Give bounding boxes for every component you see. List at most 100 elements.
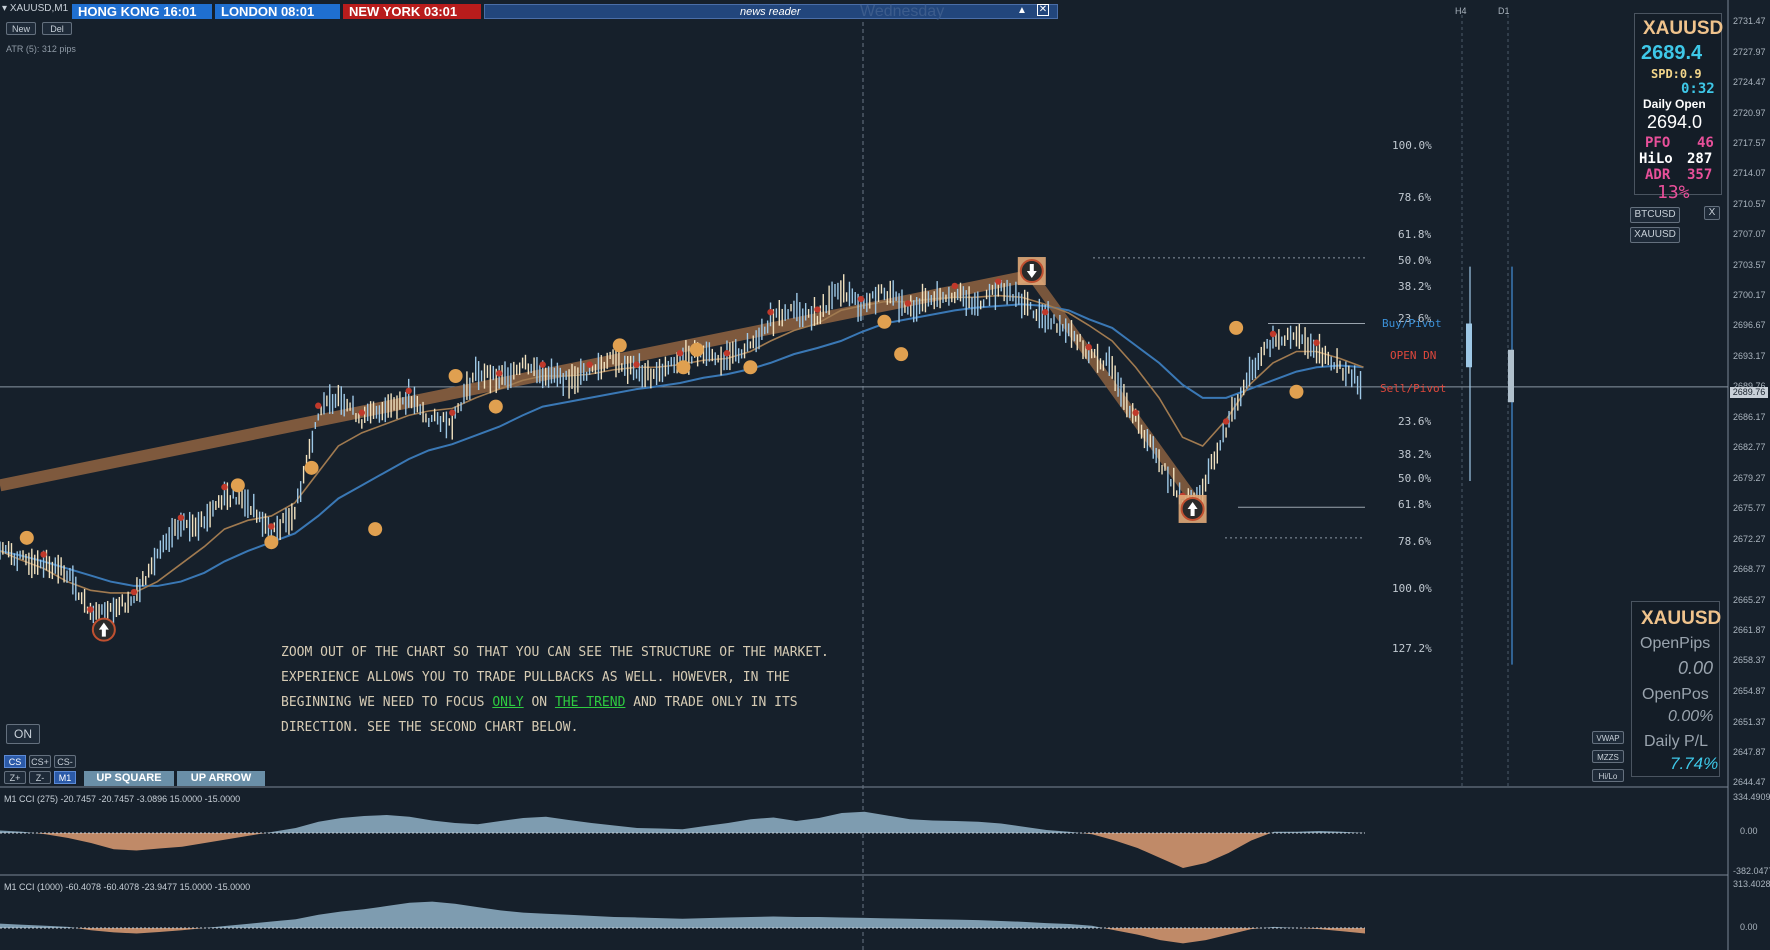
- swing-high-marker: [19, 530, 34, 545]
- price-axis-tick: 2665.27: [1733, 595, 1766, 606]
- pivot-dot-red: [951, 282, 958, 290]
- price-axis-tick: 2658.37: [1733, 655, 1766, 666]
- pivot-dot-red: [40, 551, 47, 558]
- swing-low-marker: [488, 399, 503, 414]
- sell-pivot-label: Sell/Pivot: [1380, 382, 1447, 396]
- price-axis-tick: 2679.27: [1733, 472, 1766, 483]
- fib-level-label: 61.8%: [1398, 228, 1432, 242]
- close-symbol-list-button[interactable]: X: [1704, 206, 1720, 220]
- swing-high-marker: [230, 478, 245, 493]
- price-axis-tick: 2731.47: [1733, 16, 1766, 26]
- price-axis-tick: 2717.57: [1733, 137, 1766, 148]
- price-axis-tick: 2724.47: [1733, 77, 1766, 88]
- price-axis-tick: 2668.77: [1733, 564, 1766, 575]
- collapse-up-icon[interactable]: ▲: [1017, 5, 1027, 16]
- pivot-dot-red: [177, 514, 185, 521]
- cs-plus-button[interactable]: CS+: [29, 755, 51, 768]
- info-hilo-value: 287: [1687, 151, 1713, 167]
- price-axis-tick: 2647.87: [1733, 747, 1766, 758]
- pivot-dot-red: [857, 295, 865, 303]
- price-axis-tick: 2654.87: [1733, 686, 1766, 697]
- info-daily-open-label: Daily Open: [1643, 97, 1706, 111]
- cci-275-negative-area: [0, 833, 1365, 868]
- clock-hong-kong: HONG KONG 16:01: [72, 4, 212, 19]
- zoom-out-button[interactable]: Z-: [29, 771, 51, 784]
- info-price: 2689.4: [1641, 42, 1703, 64]
- zoom-in-button[interactable]: Z+: [4, 771, 26, 784]
- price-axis-tick: 2686.17: [1733, 412, 1766, 423]
- cci-1000-axis-mid: 0.00: [1740, 922, 1758, 932]
- note-highlight-only: ONLY: [492, 695, 524, 710]
- up-square-button[interactable]: UP SQUARE: [84, 771, 174, 786]
- pl-open-pos-label: OpenPos: [1642, 686, 1709, 703]
- fib-level-label: 78.6%: [1398, 191, 1432, 205]
- new-button[interactable]: New: [6, 22, 36, 35]
- info-hilo-label: HiLo: [1639, 151, 1673, 167]
- note-highlight-the-trend: THE TREND: [554, 695, 626, 710]
- pivot-dot-red: [1222, 418, 1230, 425]
- pl-open-pips-value: 0.00: [1678, 658, 1714, 678]
- pivot-dot-red: [767, 308, 774, 316]
- symbol-button-btcusd[interactable]: BTCUSD: [1630, 207, 1680, 223]
- pivot-dot-red: [995, 278, 1002, 285]
- fib-level-label: 23.6%: [1398, 312, 1432, 326]
- note-line-3: BEGINNING WE NEED TO FOCUS ONLY ON THE T…: [281, 695, 798, 710]
- pivot-dot-red: [268, 523, 275, 530]
- delete-button[interactable]: Del: [42, 22, 72, 35]
- note-line-1: ZOOM OUT OF THE CHART SO THAT YOU CAN SE…: [281, 645, 829, 660]
- info-pfo-label: PFO: [1645, 135, 1671, 151]
- mzzs-button[interactable]: MZZS: [1592, 750, 1624, 763]
- up-arrow-icon: [98, 622, 109, 637]
- chart-annotation-note: ZOOM OUT OF THE CHART SO THAT YOU CAN SE…: [281, 640, 829, 740]
- pivot-dot-red: [315, 402, 322, 409]
- pl-panel: XAUUSD OpenPips 0.00 OpenPos 0.00% Daily…: [1631, 601, 1721, 777]
- fib-level-label: 100.0%: [1392, 582, 1432, 596]
- swing-high-marker: [448, 368, 463, 383]
- symbol-button-xauusd[interactable]: XAUUSD: [1630, 227, 1680, 243]
- price-axis-tick: 2727.97: [1733, 46, 1766, 57]
- pivot-dot-red: [539, 361, 546, 368]
- note-line-2: EXPERIENCE ALLOWS YOU TO TRADE PULLBACKS…: [281, 670, 790, 685]
- pivot-dot-red: [633, 361, 640, 368]
- note-line-4: DIRECTION. SEE THE SECOND CHART BELOW.: [281, 720, 579, 735]
- up-arrow-button[interactable]: UP ARROW: [177, 771, 265, 786]
- swing-high-marker: [612, 338, 627, 353]
- fib-level-label: 38.2%: [1398, 279, 1432, 293]
- pivot-dot-red: [1085, 343, 1092, 351]
- pivot-dot-red: [358, 409, 365, 416]
- close-news-icon[interactable]: ✕: [1037, 4, 1049, 16]
- fib-level-label: 50.0%: [1398, 472, 1432, 486]
- price-axis-tick: 2693.17: [1733, 351, 1766, 361]
- info-adr-value: 357: [1687, 167, 1713, 183]
- trendline: [0, 269, 1033, 492]
- price-axis-tick: 2672.27: [1733, 533, 1766, 544]
- clock-london: LONDON 08:01: [215, 4, 340, 19]
- price-axis-tick: 2661.87: [1733, 624, 1766, 635]
- up-arrow-icon: [1187, 501, 1198, 516]
- pl-open-pos-value: 0.00%: [1668, 708, 1714, 725]
- fib-level-label: 78.6%: [1398, 535, 1432, 549]
- cci-275-label: M1 CCI (275) -20.7457 -20.7457 -3.0896 1…: [4, 794, 241, 804]
- period-label-h4: H4: [1455, 6, 1467, 16]
- news-reader-bar[interactable]: news reader Wednesday ▲ ✕: [484, 3, 1058, 20]
- cs-button[interactable]: CS: [4, 755, 26, 768]
- pivot-dot-red: [495, 370, 503, 377]
- symbol-timeframe-label: ▾ XAUUSD,M1: [2, 3, 69, 14]
- hilo-button[interactable]: Hi/Lo: [1592, 769, 1624, 782]
- cci-1000-axis-top: 313.4028: [1733, 879, 1770, 889]
- fib-level-label: 23.6%: [1398, 415, 1432, 429]
- pivot-dot-red: [676, 350, 684, 357]
- timeframe-m1-button[interactable]: M1: [54, 771, 76, 784]
- price-axis-tick: 2720.97: [1733, 107, 1766, 118]
- cs-minus-button[interactable]: CS-: [54, 755, 76, 768]
- price-axis-tick: 2644.47: [1733, 777, 1766, 787]
- info-timer: 0:32: [1681, 81, 1715, 97]
- on-toggle-button[interactable]: ON: [6, 724, 40, 744]
- vwap-button[interactable]: VWAP: [1592, 731, 1624, 744]
- pl-daily-value: 7.74%: [1670, 754, 1719, 773]
- price-axis-tick: 2707.07: [1733, 229, 1766, 240]
- info-symbol: XAUUSD: [1643, 18, 1724, 39]
- down-leg-line: [1027, 272, 1204, 511]
